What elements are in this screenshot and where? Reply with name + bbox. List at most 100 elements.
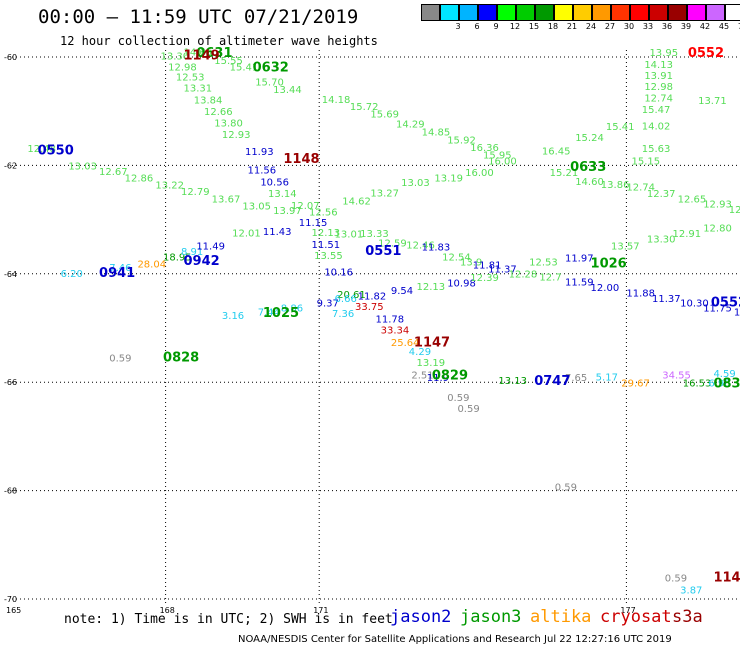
- wave-height-label: 10.16: [324, 267, 353, 278]
- wave-height-label: 12.01: [232, 228, 261, 239]
- wave-height-label: 11.51: [312, 240, 341, 251]
- wave-height-label: 18.95: [163, 252, 192, 263]
- wave-height-label: 13.71: [698, 96, 727, 107]
- legend-jason3: jason3: [460, 607, 522, 627]
- legend-label: 33: [642, 22, 654, 31]
- wave-height-label: 14.13: [644, 60, 673, 71]
- wave-height-label: 14.29: [396, 119, 425, 130]
- wave-height-label: 12.98: [644, 82, 673, 93]
- wave-height-label: 12.46: [406, 240, 435, 251]
- wave-height-label: 12.37: [647, 189, 676, 200]
- pass-time-label: 0633: [570, 160, 606, 175]
- wave-height-label: 11.37: [488, 265, 517, 276]
- pass-time-label: 1025: [263, 306, 299, 321]
- wave-height-label: 3.16: [222, 311, 244, 322]
- wave-height-label: 12.93: [222, 130, 251, 141]
- wave-height-label: 12.53: [529, 258, 558, 269]
- wave-height-label: 15.15: [632, 156, 661, 167]
- lat-label: -66: [4, 378, 17, 387]
- pass-time-label: 1026: [591, 256, 627, 271]
- footer-note: note: 1) Time is in UTC; 2) SWH is in fe…: [64, 612, 393, 627]
- wave-height-label: 12.54: [442, 252, 471, 263]
- wave-height-label: 8.91: [181, 247, 203, 258]
- legend-s3a: s3a: [672, 607, 703, 627]
- legend-label: 42: [699, 22, 711, 31]
- wave-height-label: 16.00: [488, 156, 517, 167]
- wave-height-label: 12.86: [125, 174, 154, 185]
- wave-height-label: 11.75: [703, 304, 732, 315]
- wave-height-label: 12.28: [509, 270, 538, 281]
- wave-height-label: 12.48: [27, 144, 56, 155]
- wave-height-label: 20.61: [337, 290, 366, 301]
- legend-label: 9: [493, 22, 499, 31]
- legend-label: 27: [604, 22, 616, 31]
- wave-height-label: 11.49: [196, 241, 225, 252]
- legend-swatch: [516, 4, 535, 21]
- wave-height-label: 13.9: [460, 258, 482, 269]
- wave-height-label: 28.04: [137, 259, 166, 270]
- legend-swatch: [649, 4, 668, 21]
- wave-height-label: 14.65: [184, 47, 213, 58]
- pass-time-label: 0942: [184, 254, 220, 269]
- wave-height-label: 15.21: [550, 168, 579, 179]
- wave-height-label: 13.44: [273, 85, 302, 96]
- credit-line: NOAA/NESDIS Center for Satellite Applica…: [238, 634, 672, 645]
- legend-swatch: [592, 4, 611, 21]
- wave-height-label: 13.95: [649, 48, 678, 59]
- lat-label: -68: [4, 487, 17, 496]
- wave-height-label: 5.17: [596, 373, 618, 384]
- wave-height-label: 12.7: [539, 272, 561, 283]
- wave-height-label: 12.53: [176, 72, 205, 83]
- wave-height-label: 11.15: [299, 218, 328, 229]
- wave-height-label: 11.59: [565, 278, 594, 289]
- legend-label: 45: [718, 22, 730, 31]
- wave-height-label: 4.59: [713, 369, 735, 380]
- wave-height-label: 12.93: [703, 200, 732, 211]
- map-subtitle: 12 hour collection of altimeter wave hei…: [60, 34, 378, 48]
- wave-height-label: 16.53: [683, 379, 712, 390]
- pass-time-label: 1148: [283, 152, 319, 167]
- wave-height-label: 10.30: [734, 308, 740, 319]
- legend-label: 24: [585, 22, 597, 31]
- wave-height-label: 13.80: [214, 118, 243, 129]
- wave-height-label: 3.87: [680, 586, 702, 597]
- legend-swatch: [668, 4, 687, 21]
- wave-height-label: 16.00: [465, 168, 494, 179]
- wave-height-label: 9.54: [391, 286, 413, 297]
- legend-swatch: [573, 4, 592, 21]
- wave-height-label: 13.97: [273, 206, 302, 217]
- wave-height-label: 13.14: [268, 189, 297, 200]
- wave-height-label: 11.93: [245, 147, 274, 158]
- pass-time-label: 0828: [163, 351, 199, 366]
- wave-height-label: 13.30: [160, 52, 189, 63]
- legend-swatch: [535, 4, 554, 21]
- legend-swatch: [630, 4, 649, 21]
- wave-height-label: 11.83: [422, 242, 451, 253]
- legend-label: 30: [623, 22, 635, 31]
- pass-time-label: 0552: [688, 46, 724, 61]
- legend-swatch: [554, 4, 573, 21]
- wave-height-label: 34.55: [662, 370, 691, 381]
- wave-height-label: 13.55: [314, 251, 343, 262]
- wave-height-label: 13.01: [335, 229, 364, 240]
- wave-height-label: 15.55: [214, 56, 243, 67]
- legend-swatch: [725, 4, 740, 21]
- lon-label: 177: [620, 606, 635, 615]
- wave-height-label: 13.19: [434, 174, 463, 185]
- wave-height-label: 12.74: [626, 182, 655, 193]
- legend-swatch: [611, 4, 630, 21]
- wave-height-label: 12.98: [168, 63, 197, 74]
- legend-label: 36: [661, 22, 673, 31]
- lat-label: -70: [4, 595, 17, 604]
- wave-height-label: 2.51: [411, 370, 433, 381]
- wave-height-label: 12.07: [291, 201, 320, 212]
- wave-height-label: 13.13: [498, 376, 527, 387]
- wave-height-label: 12.79: [181, 187, 210, 198]
- wave-height-label: 15.41: [606, 122, 635, 133]
- pass-time-label: 1149: [184, 49, 220, 64]
- wave-height-label: 13.19: [416, 358, 445, 369]
- wave-height-label: 25.64: [391, 338, 420, 349]
- wave-height-label: 14.18: [322, 95, 351, 106]
- pass-time-label: 0551: [365, 244, 401, 259]
